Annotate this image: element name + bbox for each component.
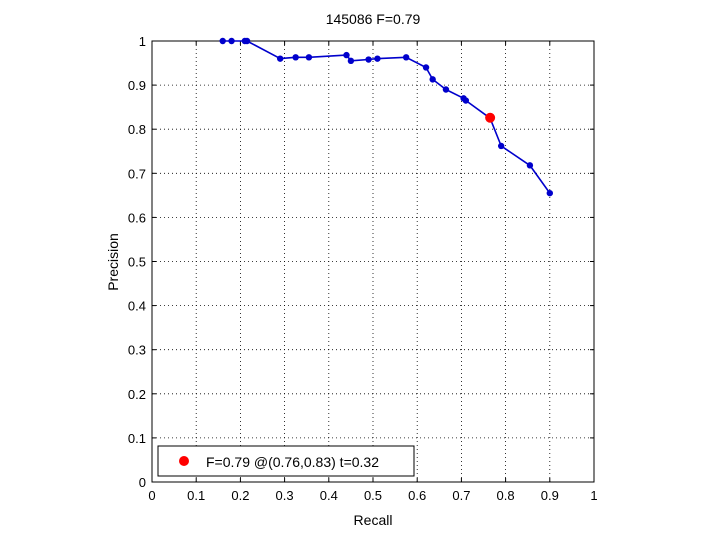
x-tick-label: 0.6 (408, 488, 426, 503)
data-point (228, 37, 235, 45)
data-point (546, 189, 553, 197)
x-tick-label: 0.1 (187, 488, 205, 503)
highlight-layer (485, 112, 496, 123)
data-point (422, 64, 430, 71)
y-tick-label: 0.2 (128, 387, 146, 402)
y-axis-label: Precision (105, 233, 121, 291)
y-tick-label: 0.4 (128, 299, 146, 314)
grid-horizontal-lines (152, 84, 594, 439)
y-tick-label: 0.7 (128, 166, 146, 181)
y-tick-label: 0.6 (128, 210, 146, 225)
y-tick-label: 0 (139, 475, 146, 490)
x-tick-label: 0.9 (541, 488, 559, 503)
data-point (462, 97, 470, 104)
y-tick-label: 0.9 (128, 78, 146, 93)
x-tick-label: 1 (590, 488, 597, 503)
x-tick-label: 0 (148, 488, 155, 503)
data-point (526, 162, 534, 169)
data-point (402, 54, 410, 61)
x-axis-label: Recall (354, 512, 393, 528)
y-axis-ticks: 0 0.1 0.2 0.3 0.4 0.5 0.6 0.7 0.8 0.9 1 (128, 34, 594, 490)
x-tick-label: 0.8 (497, 488, 515, 503)
legend: F=0.79 @(0.76,0.83) t=0.32 (157, 445, 415, 477)
data-point (429, 76, 436, 83)
data-point (497, 142, 505, 150)
data-point (347, 57, 355, 65)
data-point (343, 51, 350, 59)
chart-title: 145086 F=0.79 (326, 11, 421, 27)
data-point (442, 86, 450, 93)
legend-marker (179, 456, 189, 466)
x-tick-label: 0.2 (231, 488, 249, 503)
best-f-point (485, 112, 496, 123)
data-point (243, 37, 251, 45)
x-tick-label: 0.5 (364, 488, 382, 503)
x-axis-ticks: 0 0.1 0.2 0.3 0.4 0.5 0.6 0.7 0.8 0.9 1 (148, 41, 598, 503)
x-tick-label: 0.4 (320, 488, 338, 503)
data-point (219, 37, 226, 45)
x-tick-label: 0.3 (276, 488, 294, 503)
data-point (292, 54, 299, 61)
y-tick-label: 1 (139, 34, 146, 49)
legend-entry-label: F=0.79 @(0.76,0.83) t=0.32 (206, 454, 379, 470)
x-tick-label: 0.7 (452, 488, 470, 503)
data-point (305, 54, 313, 61)
y-tick-label: 0.3 (128, 343, 146, 358)
data-point (276, 55, 284, 62)
data-point (374, 55, 381, 62)
data-point (365, 56, 372, 63)
legend-box (157, 445, 415, 477)
y-tick-label: 0.5 (128, 255, 146, 270)
y-tick-label: 0.1 (128, 431, 146, 446)
y-tick-label: 0.8 (128, 122, 146, 137)
